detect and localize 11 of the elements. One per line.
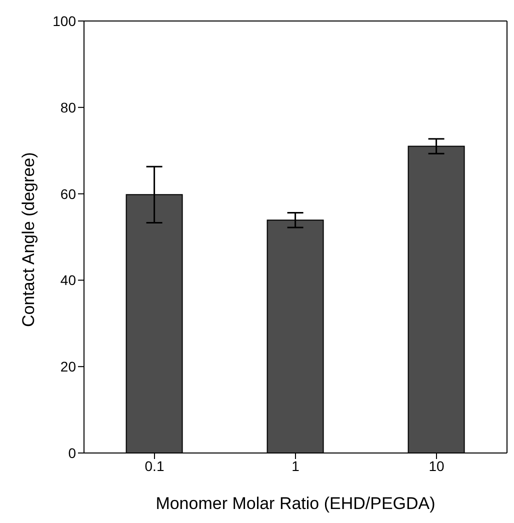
x-tick-label: 0.1 [144, 458, 164, 474]
x-tick-label: 1 [292, 458, 300, 474]
y-tick-label: 0 [68, 444, 76, 461]
y-tick-label: 40 [60, 272, 76, 288]
y-tick-label: 60 [60, 186, 76, 202]
y-tick-label: 20 [60, 358, 76, 375]
y-tick-label: 80 [60, 99, 76, 116]
y-axis-title: Contact Angle (degree) [19, 152, 38, 327]
x-axis-title: Monomer Molar Ratio (EHD/PEGDA) [156, 494, 436, 513]
x-tick-label: 10 [428, 458, 444, 474]
y-tick-label: 100 [52, 12, 76, 29]
